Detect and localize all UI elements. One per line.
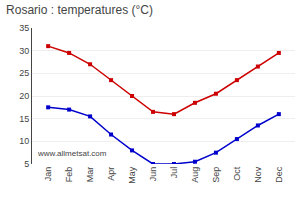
svg-text:25: 25	[19, 68, 29, 78]
svg-text:Apr: Apr	[106, 167, 116, 181]
svg-text:Aug: Aug	[190, 167, 200, 183]
svg-text:Dec: Dec	[274, 166, 284, 183]
svg-text:Jul: Jul	[169, 167, 179, 179]
svg-text:Rosario : temperatures (°C): Rosario : temperatures (°C)	[6, 3, 153, 17]
svg-text:10: 10	[19, 136, 29, 146]
svg-text:15: 15	[19, 114, 29, 124]
svg-text:Oct: Oct	[232, 166, 242, 181]
svg-text:Jun: Jun	[148, 167, 158, 182]
svg-text:Mar: Mar	[85, 167, 95, 183]
svg-text:Jan: Jan	[43, 167, 53, 182]
svg-text:35: 35	[19, 23, 29, 33]
svg-text:Sep: Sep	[211, 167, 221, 183]
svg-text:5: 5	[24, 159, 29, 169]
svg-text:Feb: Feb	[64, 167, 74, 183]
svg-text:20: 20	[19, 91, 29, 101]
svg-text:May: May	[127, 166, 137, 184]
svg-text:Nov: Nov	[253, 166, 263, 183]
svg-text:www.allmetsat.com: www.allmetsat.com	[37, 149, 107, 158]
svg-text:30: 30	[19, 46, 29, 56]
